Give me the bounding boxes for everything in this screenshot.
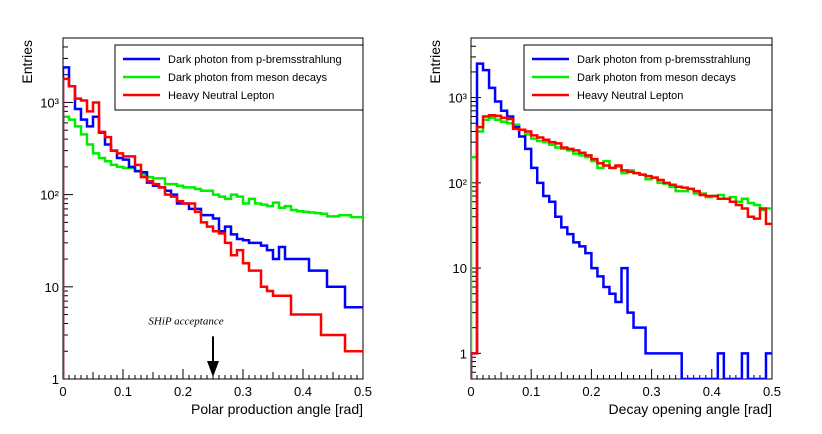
left-y-tick-label: 10	[45, 280, 59, 295]
right-series-meson	[471, 116, 772, 379]
left-series-group	[63, 66, 363, 379]
ship-acceptance-label: SHiP acceptance	[148, 315, 223, 327]
left-legend: Dark photon from p-bremsstrahlung Dark p…	[114, 44, 364, 111]
left-x-tick-labels: 0 0.1 0.2 0.3 0.4 0.5	[59, 384, 372, 399]
right-x-axis-title: Decay opening angle [rad]	[609, 401, 772, 417]
left-x-tick-label: 0	[59, 384, 66, 399]
right-legend-label-meson: Dark photon from meson decays	[577, 72, 736, 84]
left-legend-label-meson: Dark photon from meson decays	[168, 72, 327, 84]
right-y-tick-label: 10³	[448, 91, 467, 106]
left-y-tick-labels: 1 10 10² 10³	[40, 95, 59, 387]
left-x-tick-label: 0.4	[294, 384, 312, 399]
right-x-tick-label: 0.2	[582, 384, 600, 399]
right-x-tick-label: 0	[467, 384, 474, 399]
left-legend-label-hnl: Heavy Neutral Lepton	[168, 90, 274, 102]
ship-acceptance-arrow-head	[207, 361, 219, 378]
right-legend-label-bremsstrahlung: Dark photon from p-bremsstrahlung	[577, 54, 751, 66]
left-y-tick-label: 10²	[40, 188, 59, 203]
right-x-tick-label: 0.3	[643, 384, 661, 399]
left-x-tick-label: 0.1	[114, 384, 132, 399]
left-x-tick-label: 0.2	[174, 384, 192, 399]
right-legend-label-hnl: Heavy Neutral Lepton	[577, 90, 683, 102]
right-y-tick-label: 10	[453, 261, 467, 276]
left-y-axis-title: Entries	[19, 40, 35, 84]
right-x-tick-label: 0.1	[522, 384, 540, 399]
right-y-axis-title: Entries	[427, 40, 443, 84]
right-y-tick-labels: 1 10 10² 10³	[448, 91, 467, 362]
left-legend-label-bremsstrahlung: Dark photon from p-bremsstrahlung	[168, 54, 342, 66]
right-x-tick-label: 0.4	[703, 384, 721, 399]
left-y-tick-label: 1	[52, 372, 59, 387]
right-x-tick-labels: 0 0.1 0.2 0.3 0.4 0.5	[467, 384, 781, 399]
right-y-tick-label: 1	[460, 346, 467, 361]
left-x-axis-title: Polar production angle [rad]	[191, 401, 363, 417]
ship-acceptance-annotation: SHiP acceptance	[148, 315, 224, 378]
left-y-tick-label: 10³	[40, 95, 59, 110]
left-x-tick-label: 0.5	[354, 384, 372, 399]
right-series-bremsstrahlung	[471, 62, 772, 379]
left-series-hnl	[63, 77, 363, 379]
left-x-tick-label: 0.3	[234, 384, 252, 399]
right-panel: 0 0.1 0.2 0.3 0.4 0.5 1 10 10² 10³ Decay opening…	[427, 37, 781, 417]
right-series-group	[471, 62, 772, 379]
right-y-tick-label: 10²	[448, 176, 467, 191]
right-legend: Dark photon from p-bremsstrahlung Dark p…	[523, 44, 773, 111]
right-x-tick-label: 0.5	[763, 384, 781, 399]
right-series-hnl	[471, 114, 772, 379]
left-series-bremsstrahlung	[63, 66, 363, 379]
left-panel: 0 0.1 0.2 0.3 0.4 0.5 1 10 10² 10³ Polar product…	[19, 37, 372, 417]
